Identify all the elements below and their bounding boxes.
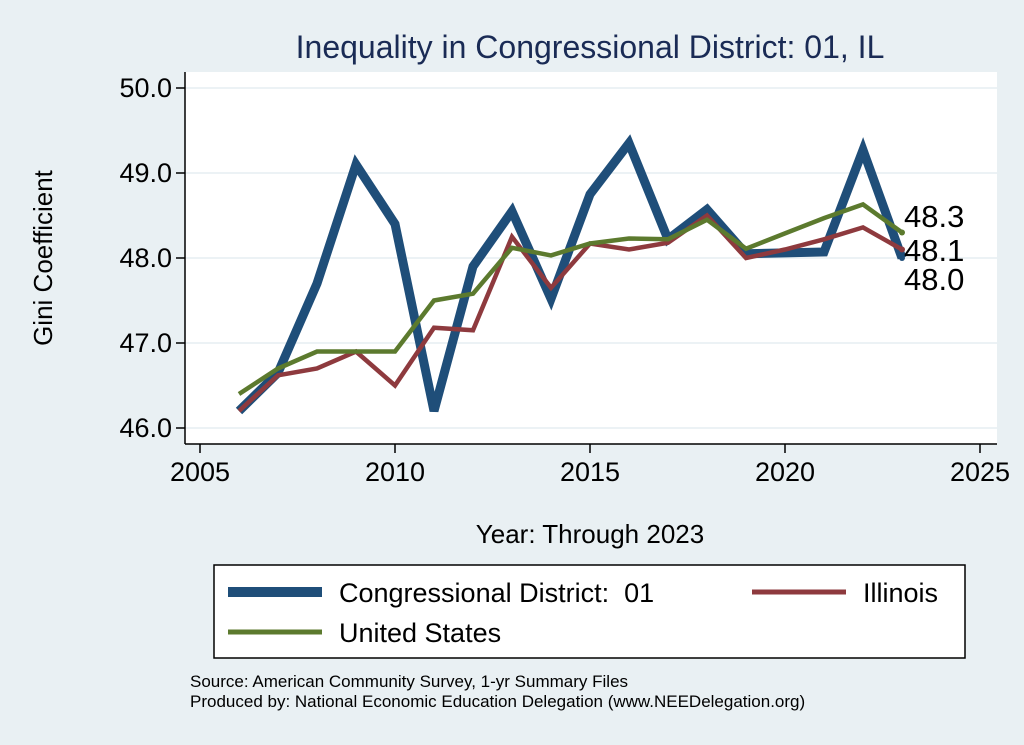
series-line-illinois-end-point — [899, 246, 905, 253]
x-tick-label: 2025 — [950, 457, 1010, 487]
end-label-illinois: 48.1 — [904, 233, 964, 268]
y-tick-label: 50.0 — [119, 73, 172, 103]
y-tick-label: 49.0 — [119, 158, 172, 188]
x-axis-label: Year: Through 2023 — [476, 519, 704, 549]
series-line-illinois — [237, 212, 904, 413]
x-tick-label: 2020 — [755, 457, 815, 487]
legend-label-illinois: Illinois — [863, 578, 938, 608]
x-tick-label: 2015 — [560, 457, 620, 487]
series-line-district-end-point — [899, 255, 905, 261]
end-label-us: 48.3 — [904, 199, 964, 234]
y-axis-label: Gini Coefficient — [28, 169, 58, 346]
source-note: Source: American Community Survey, 1-yr … — [190, 672, 629, 691]
legend: Congressional District: 01 Illinois Unit… — [213, 564, 966, 659]
end-labels: 48.048.148.3 — [904, 199, 964, 297]
x-tick-label: 2005 — [170, 457, 230, 487]
grid-lines — [185, 87, 997, 429]
producer-note: Produced by: National Economic Education… — [190, 692, 806, 711]
y-axis-ticks: 46.0 47.0 48.0 49.0 50.0 — [119, 73, 185, 443]
x-tick-label: 2010 — [365, 457, 425, 487]
y-tick-label: 47.0 — [119, 328, 172, 358]
series-line-us-end-point — [899, 229, 905, 236]
x-axis-ticks: 2005 2010 2015 2020 2025 — [170, 444, 1010, 487]
legend-label-us: United States — [339, 618, 501, 648]
legend-label-district: Congressional District: 01 — [339, 578, 654, 608]
chart-title: Inequality in Congressional District: 01… — [296, 29, 885, 65]
y-tick-label: 48.0 — [119, 243, 172, 273]
series-line-us — [237, 201, 904, 396]
series-line-district — [235, 134, 907, 415]
legend-box — [213, 564, 966, 659]
end-label-district: 48.0 — [904, 262, 964, 297]
series-lines — [235, 134, 907, 415]
y-tick-label: 46.0 — [119, 413, 172, 443]
